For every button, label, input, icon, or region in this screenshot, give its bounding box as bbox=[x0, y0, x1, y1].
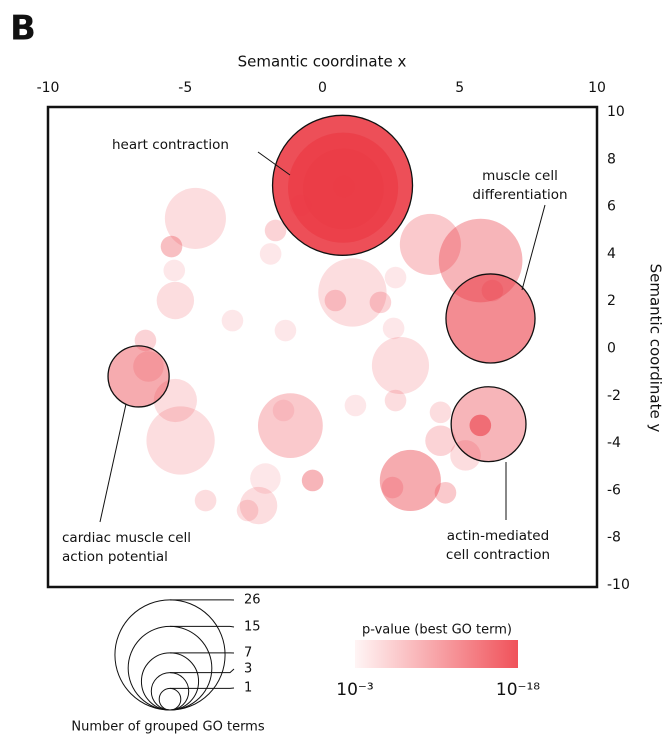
highlight-outline bbox=[445, 273, 536, 364]
x-tick-label: -10 bbox=[37, 80, 60, 96]
x-tick-label: 0 bbox=[318, 80, 327, 96]
color-bar bbox=[355, 640, 518, 668]
y-tick-label: 0 bbox=[607, 341, 616, 357]
y-tick-label: 8 bbox=[607, 151, 616, 167]
bubble bbox=[384, 389, 407, 412]
bubble bbox=[164, 187, 226, 249]
bubble bbox=[274, 319, 297, 342]
size-legend-title: Number of grouped GO terms bbox=[71, 720, 264, 735]
bubble bbox=[429, 401, 452, 424]
bubble bbox=[259, 243, 282, 265]
y-axis-title: Semantic coordinate y bbox=[647, 264, 665, 433]
bubble bbox=[272, 399, 295, 422]
leader-line bbox=[99, 403, 127, 523]
size-legend-label: 26 bbox=[244, 593, 261, 608]
color-legend-label: 10⁻¹⁸ bbox=[496, 680, 540, 700]
bubble bbox=[344, 394, 367, 417]
bubble bbox=[425, 425, 456, 457]
bubble bbox=[469, 414, 492, 437]
y-tick-label: 4 bbox=[607, 246, 616, 262]
annotation: muscle cell bbox=[482, 168, 558, 184]
size-legend-circle bbox=[127, 625, 213, 711]
annotation: cell contraction bbox=[446, 547, 550, 563]
y-tick-label: -10 bbox=[607, 577, 630, 593]
highlight-outline bbox=[107, 345, 170, 408]
bubble bbox=[318, 258, 387, 327]
size-legend-label: 1 bbox=[244, 681, 252, 696]
size-legend-label: 15 bbox=[244, 620, 261, 635]
bubble bbox=[302, 148, 384, 230]
bubble bbox=[108, 345, 170, 407]
bubble bbox=[289, 194, 312, 217]
y-tick-label: -8 bbox=[607, 530, 621, 546]
size-legend-circle bbox=[158, 687, 182, 711]
highlight-outline bbox=[450, 386, 527, 463]
annotation: action potential bbox=[62, 549, 168, 565]
bubble bbox=[153, 378, 197, 423]
bubble bbox=[156, 281, 195, 320]
bubble bbox=[481, 279, 504, 302]
bubble bbox=[399, 213, 461, 275]
bubble bbox=[250, 463, 281, 494]
bubbles bbox=[108, 115, 536, 525]
bubble bbox=[257, 393, 323, 458]
bubble bbox=[445, 273, 536, 363]
bubble bbox=[324, 289, 347, 312]
bubble bbox=[163, 259, 186, 282]
leader-line bbox=[521, 204, 546, 291]
x-axis-title: Semantic coordinate x bbox=[238, 53, 407, 71]
size-legend-line bbox=[170, 625, 235, 628]
size-legend-line bbox=[170, 668, 235, 674]
x-tick-label: 10 bbox=[588, 80, 606, 96]
annotation: heart contraction bbox=[112, 137, 229, 153]
annotation: cardiac muscle cell bbox=[62, 530, 191, 546]
bubble bbox=[382, 317, 405, 340]
bubble bbox=[438, 218, 523, 303]
y-tick-label: -4 bbox=[607, 435, 621, 451]
bubble bbox=[146, 406, 215, 475]
bubble bbox=[369, 291, 392, 314]
annotation: differentiation bbox=[472, 187, 567, 203]
x-tick-label: -5 bbox=[178, 80, 192, 96]
color-legend-title: p-value (best GO term) bbox=[362, 623, 512, 638]
bubble bbox=[450, 440, 481, 471]
y-tick-label: 6 bbox=[607, 199, 616, 215]
size-legend-circle bbox=[150, 672, 190, 711]
bubble bbox=[134, 329, 157, 352]
bubble bbox=[133, 351, 164, 382]
bubble bbox=[379, 449, 441, 512]
panel-label: B bbox=[10, 9, 36, 49]
annotation: actin-mediated bbox=[447, 528, 549, 544]
bubble bbox=[194, 489, 217, 512]
y-tick-label: 10 bbox=[607, 104, 625, 120]
bubble bbox=[236, 499, 259, 522]
size-legend-circle bbox=[114, 599, 226, 711]
size-legend-label: 3 bbox=[244, 662, 252, 677]
x-tick-label: 5 bbox=[455, 80, 464, 96]
bubble bbox=[301, 469, 324, 492]
bubble bbox=[239, 486, 278, 525]
bubble bbox=[264, 219, 287, 242]
bubble bbox=[333, 175, 355, 198]
bubble bbox=[221, 309, 244, 332]
plot-frame bbox=[46, 105, 599, 589]
bubble bbox=[160, 235, 183, 258]
bubble bbox=[434, 481, 457, 504]
y-tick-label: -2 bbox=[607, 388, 621, 404]
leader-line bbox=[257, 151, 291, 176]
y-tick-label: -6 bbox=[607, 482, 621, 498]
size-legend-circle bbox=[140, 652, 200, 711]
bubble bbox=[384, 266, 407, 289]
color-legend-label: 10⁻³ bbox=[336, 680, 373, 700]
size-legend-label: 7 bbox=[244, 646, 252, 661]
bubble bbox=[371, 336, 430, 395]
highlight-outline bbox=[271, 114, 414, 256]
bubble bbox=[381, 476, 404, 499]
y-tick-label: 2 bbox=[607, 293, 616, 309]
